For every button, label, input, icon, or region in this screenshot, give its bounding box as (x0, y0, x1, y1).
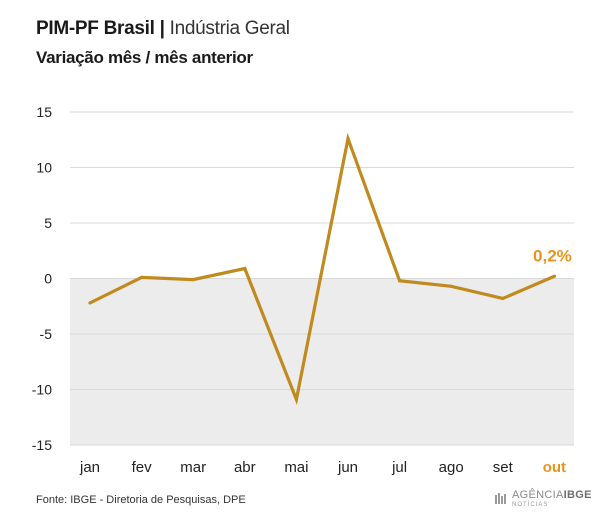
y-tick-label: 0 (44, 271, 52, 287)
x-tick-label: abr (234, 459, 256, 476)
y-tick-label: 15 (36, 104, 52, 120)
line-chart: 15 10 5 0 -5 -10 -15 jan fev mar abr mai jun jul ago se… (32, 104, 574, 476)
x-tick-label: ago (439, 459, 464, 476)
data-point (88, 301, 92, 305)
x-tick-label: jan (79, 459, 100, 476)
chart-subtitle: Variação mês / mês anterior (36, 48, 253, 67)
data-point (346, 137, 350, 141)
source-note: Fonte: IBGE - Diretoria de Pesquisas, DP… (36, 494, 246, 506)
data-point (294, 397, 298, 402)
negative-region-band (70, 278, 574, 445)
x-tick-label: jul (391, 459, 407, 476)
y-tick-label: 10 (36, 160, 52, 176)
highlight-data-label: 0,2% (533, 246, 572, 265)
x-tick-label: set (493, 459, 514, 476)
data-point (552, 274, 557, 278)
y-tick-label: 5 (44, 215, 52, 231)
ibge-logo-icon (495, 493, 506, 504)
logo-sub-text: NOTÍCIAS (512, 502, 549, 508)
data-point (398, 279, 402, 283)
x-tick-label: out (543, 459, 566, 476)
y-tick-label: -5 (40, 326, 53, 342)
chart-title-main: PIM-PF Brasil (36, 18, 155, 39)
x-tick-label: mar (180, 459, 206, 476)
chart-title: PIM-PF Brasil | Indústria Geral (36, 18, 290, 40)
data-point (191, 278, 195, 282)
agencia-ibge-logo: AGÊNCIAIBGE NOTÍCIAS (494, 490, 592, 508)
chart-title-sub: Indústria Geral (169, 18, 290, 39)
x-tick-label: mai (284, 459, 308, 476)
logo-brand-text: IBGE (563, 489, 592, 501)
series-line (89, 132, 556, 406)
title-separator: | (159, 18, 165, 39)
x-tick-label: fev (132, 459, 153, 476)
x-tick-label: jun (337, 459, 358, 476)
data-point (140, 275, 144, 279)
data-point (501, 296, 505, 301)
y-tick-label: -10 (32, 382, 52, 398)
logo-main-text: AGÊNCIA (512, 489, 564, 501)
data-point (449, 284, 453, 288)
y-tick-label: -15 (32, 437, 52, 453)
data-point (243, 266, 247, 271)
